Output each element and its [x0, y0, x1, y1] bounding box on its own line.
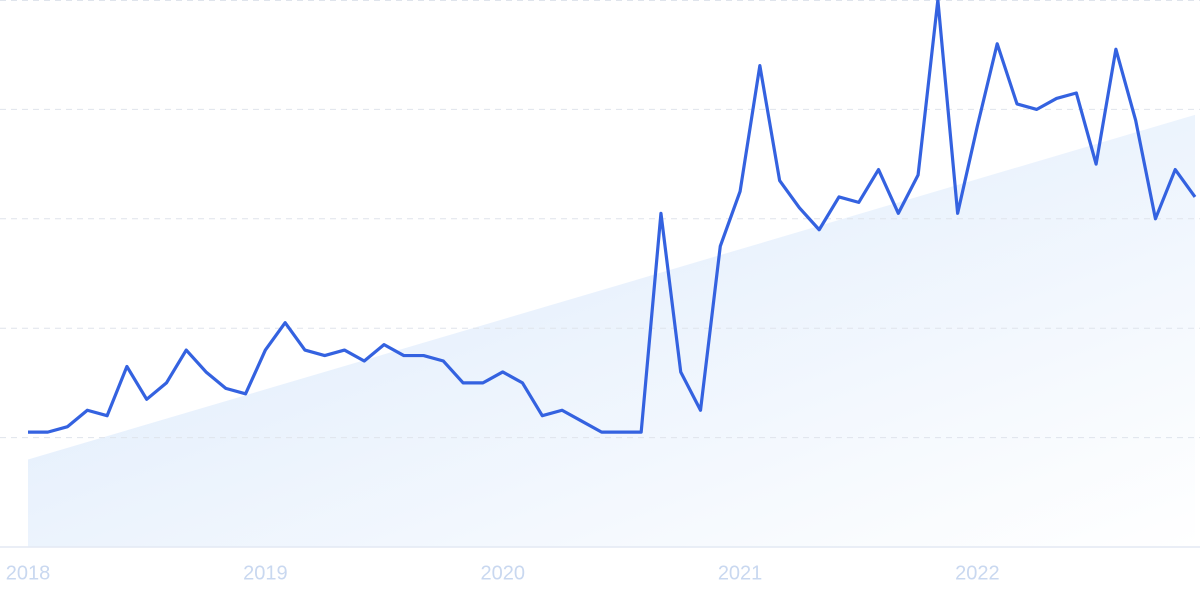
x-tick-label: 2021: [718, 562, 763, 584]
x-tick-label: 2018: [6, 562, 51, 584]
trend-area: [28, 114, 1195, 548]
x-tick-label: 2019: [243, 562, 288, 584]
x-tick-label: 2020: [480, 562, 525, 584]
trend-line: [28, 0, 1197, 434]
x-tick-label: 2022: [955, 562, 1000, 584]
